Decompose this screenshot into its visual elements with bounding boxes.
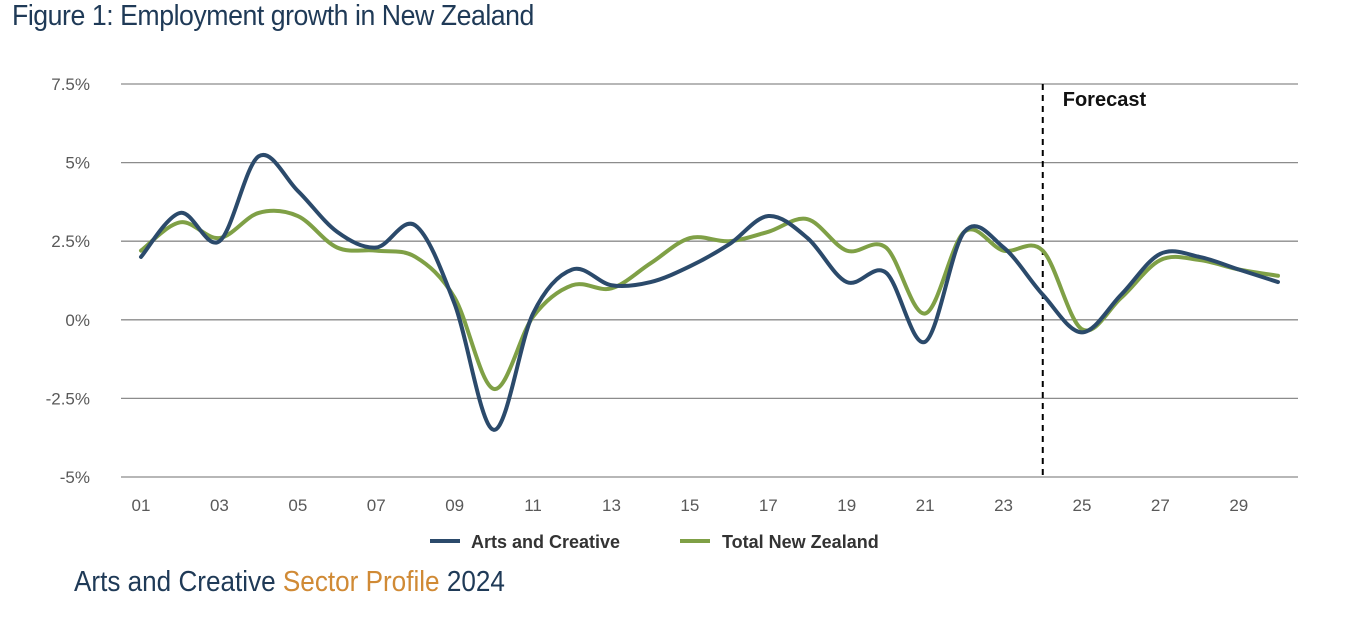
footer-part-1: Arts and Creative: [74, 566, 276, 598]
footer-part-3: 2024: [446, 566, 505, 598]
chart-legend: Arts and Creative Total New Zealand: [430, 532, 879, 552]
y-tick-label: 5%: [65, 154, 90, 173]
legend-item-arts[interactable]: Arts and Creative: [430, 532, 620, 552]
x-tick-label: 13: [602, 496, 621, 515]
x-tick-label: 11: [524, 496, 542, 515]
x-tick-label: 19: [837, 496, 856, 515]
legend-item-total[interactable]: Total New Zealand: [680, 532, 879, 552]
legend-label-arts: Arts and Creative: [471, 532, 620, 552]
x-tick-label: 05: [288, 496, 307, 515]
x-tick-label: 17: [759, 496, 778, 515]
legend-label-total: Total New Zealand: [722, 532, 879, 552]
x-tick-label: 01: [132, 496, 151, 515]
x-tick-label: 07: [367, 496, 386, 515]
x-tick-label: 27: [1151, 496, 1170, 515]
figure-title: Figure 1: Employment growth in New Zeala…: [12, 0, 534, 32]
series-line-arts-and-creative: [139, 152, 1280, 432]
x-tick-label: 23: [994, 496, 1013, 515]
x-tick-label: 25: [1073, 496, 1092, 515]
y-axis-ticks: -5% -2.5% 0% 2.5% 5% 7.5%: [46, 75, 90, 487]
forecast-marker: Forecast: [1041, 84, 1147, 477]
series-line-total-new-zealand: [139, 208, 1280, 391]
forecast-label: Forecast: [1063, 89, 1147, 111]
y-tick-label: 2.5%: [51, 232, 90, 251]
y-tick-label: -5%: [60, 468, 90, 487]
x-tick-label: 21: [916, 496, 935, 515]
footer-part-2: Sector Profile: [282, 566, 440, 598]
x-axis-ticks: 01 03 05 07 09 11 13 15 17 19 21 23 25 27 29: [132, 496, 1249, 515]
x-tick-label: 29: [1229, 496, 1248, 515]
x-tick-label: 09: [445, 496, 464, 515]
x-tick-label: 03: [210, 496, 229, 515]
grid-lines: [121, 83, 1298, 478]
footer-brand: Arts and Creative Sector Profile 2024: [74, 566, 505, 599]
y-tick-label: 7.5%: [51, 75, 90, 94]
y-tick-label: -2.5%: [46, 389, 90, 408]
series-lines: [139, 152, 1280, 432]
x-tick-label: 15: [680, 496, 699, 515]
y-tick-label: 0%: [65, 311, 90, 330]
